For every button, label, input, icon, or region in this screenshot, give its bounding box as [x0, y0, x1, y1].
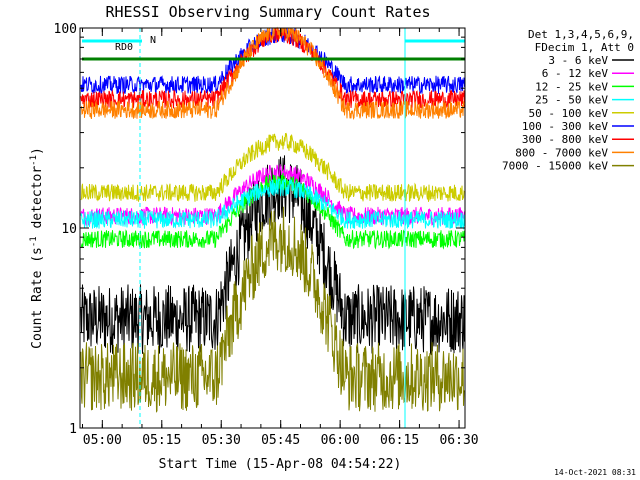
legend-label: 7000 - 15000 keV — [502, 160, 608, 173]
x-tick-label: 05:15 — [142, 433, 181, 448]
y-tick-label: 1 — [69, 422, 77, 437]
x-tick-label: 05:30 — [202, 433, 241, 448]
legend-label: 6 - 12 keV — [542, 67, 609, 80]
flag-rd0-label: RD0 — [115, 42, 133, 53]
legend-header-line-1: Det 1,3,4,5,6,9, — [528, 28, 634, 41]
y-tick-label: 10 — [61, 222, 77, 237]
legend-label: 3 - 6 keV — [548, 54, 608, 67]
legend-label: 50 - 100 keV — [529, 107, 609, 120]
footer-date: 14-Oct-2021 08:31 — [554, 468, 636, 477]
x-tick-label: 05:45 — [261, 433, 300, 448]
x-axis-label: Start Time (15-Apr-08 04:54:22) — [159, 457, 402, 472]
y-axis-label: Count Rate (s-1 detector-1) — [29, 147, 45, 349]
flag-n-label: N — [150, 35, 156, 46]
legend-label: 300 - 800 keV — [522, 133, 608, 146]
series-line-8 — [81, 26, 465, 120]
legend-label: 100 - 300 keV — [522, 120, 608, 133]
series-line-9 — [80, 206, 465, 413]
y-tick-label: 100 — [54, 22, 77, 37]
series-layer — [80, 26, 465, 413]
x-tick-label: 06:00 — [321, 433, 360, 448]
chart-title: RHESSI Observing Summary Count Rates — [105, 3, 430, 21]
axis-ticks: 05:00 05:15 05:30 05:45 06:00 06:15 06:30 1 10 10… — [54, 22, 479, 448]
legend-label: 12 - 25 keV — [535, 80, 608, 93]
legend-label: 25 - 50 keV — [535, 94, 608, 107]
x-tick-label: 06:15 — [380, 433, 419, 448]
series-line-5 — [80, 132, 465, 203]
series-line-4 — [80, 177, 465, 231]
plot-area: N RD0 — [80, 26, 466, 428]
x-tick-label: 06:30 — [439, 433, 478, 448]
legend-header-line-2: FDecim 1, Att 0 — [535, 41, 634, 54]
legend-header: Det 1,3,4,5,6,9, FDecim 1, Att 0 — [528, 28, 634, 54]
x-tick-label: 05:00 — [83, 433, 122, 448]
legend-label: 800 - 7000 keV — [515, 146, 608, 159]
